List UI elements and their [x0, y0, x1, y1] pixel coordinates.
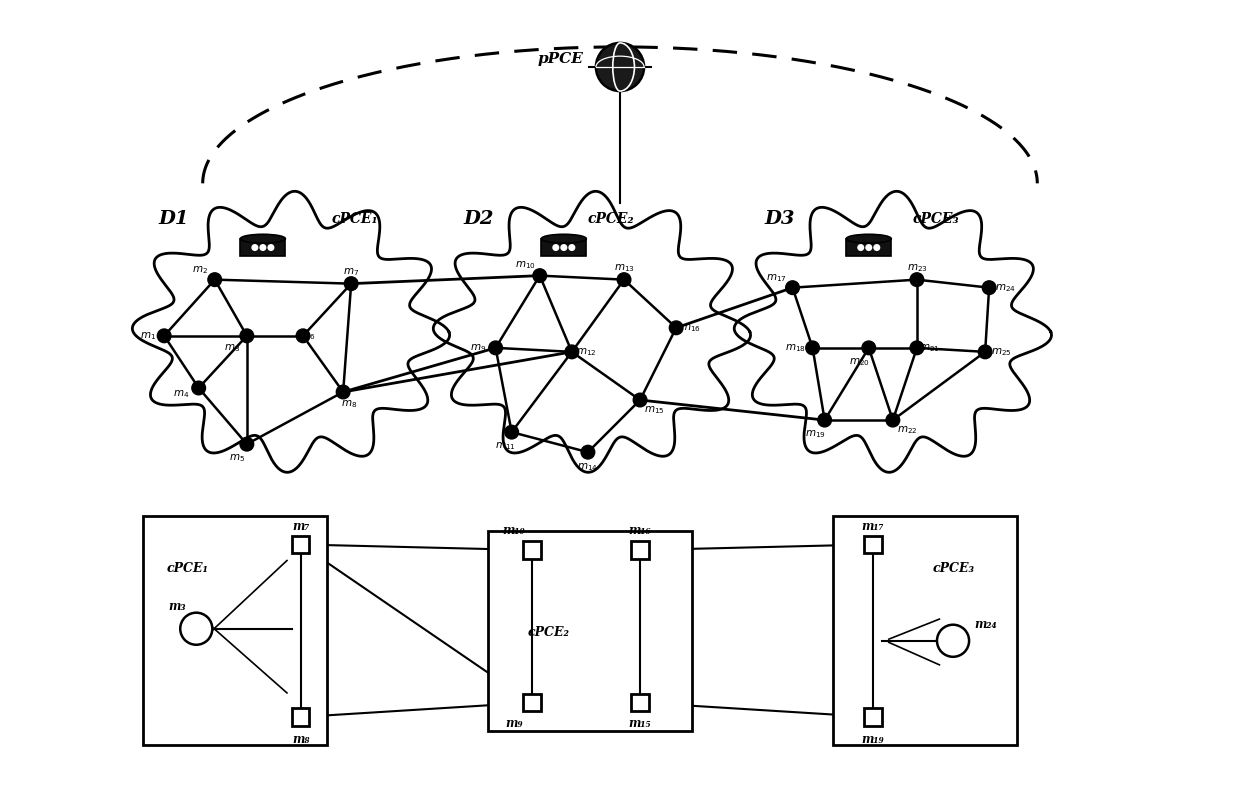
- Circle shape: [192, 381, 206, 394]
- Circle shape: [260, 245, 265, 250]
- Bar: [487, 531, 692, 732]
- Text: pPCE: pPCE: [538, 52, 584, 66]
- Circle shape: [336, 385, 350, 399]
- Text: $m_{17}$: $m_{17}$: [766, 272, 787, 284]
- Text: m₈: m₈: [291, 733, 309, 746]
- Circle shape: [241, 329, 254, 343]
- Circle shape: [910, 272, 924, 287]
- Text: $m_{2}$: $m_{2}$: [192, 264, 208, 276]
- Text: m₁₉: m₁₉: [862, 733, 884, 746]
- Bar: [847, 238, 892, 257]
- Circle shape: [786, 281, 800, 295]
- Text: $m_{1}$: $m_{1}$: [140, 330, 156, 341]
- Text: cPCE₁: cPCE₁: [331, 212, 378, 227]
- Circle shape: [618, 272, 631, 287]
- Circle shape: [982, 281, 996, 295]
- Bar: [864, 708, 882, 725]
- Bar: [631, 541, 649, 559]
- Text: $m_{25}$: $m_{25}$: [991, 346, 1012, 358]
- Circle shape: [806, 341, 820, 355]
- Circle shape: [241, 437, 254, 451]
- Circle shape: [489, 341, 502, 355]
- Text: $m_{10}$: $m_{10}$: [515, 259, 536, 271]
- Text: cPCE₂: cPCE₂: [528, 626, 569, 639]
- Circle shape: [634, 393, 647, 407]
- Bar: [241, 238, 285, 257]
- Circle shape: [862, 341, 875, 355]
- Text: m₁₅: m₁₅: [629, 717, 651, 730]
- Circle shape: [670, 321, 683, 334]
- Text: $m_{15}$: $m_{15}$: [644, 404, 665, 416]
- Bar: [833, 516, 1017, 745]
- Text: $m_{13}$: $m_{13}$: [614, 261, 635, 273]
- Circle shape: [565, 345, 579, 359]
- Text: $m_{5}$: $m_{5}$: [229, 453, 246, 464]
- Text: $m_{3}$: $m_{3}$: [224, 342, 241, 354]
- Text: $m_{12}$: $m_{12}$: [577, 346, 596, 358]
- Text: D3: D3: [764, 211, 795, 228]
- Text: $m_{14}$: $m_{14}$: [578, 461, 599, 473]
- Text: m₁₆: m₁₆: [629, 524, 651, 537]
- Text: m₇: m₇: [291, 520, 309, 532]
- Bar: [143, 516, 327, 745]
- Circle shape: [553, 245, 558, 250]
- Circle shape: [596, 43, 644, 91]
- Text: m₁₇: m₁₇: [862, 520, 884, 532]
- Circle shape: [252, 245, 258, 250]
- Bar: [291, 708, 310, 725]
- Text: cPCE₃: cPCE₃: [913, 212, 960, 227]
- Text: $m_{21}$: $m_{21}$: [919, 342, 940, 354]
- Text: D1: D1: [159, 211, 188, 228]
- Circle shape: [858, 245, 863, 250]
- Circle shape: [180, 613, 212, 645]
- Circle shape: [866, 245, 872, 250]
- Bar: [523, 541, 541, 559]
- Text: $m_{20}$: $m_{20}$: [848, 356, 869, 368]
- Bar: [631, 694, 649, 711]
- Text: cPCE₂: cPCE₂: [588, 212, 635, 227]
- Text: $m_{19}$: $m_{19}$: [805, 428, 826, 440]
- Circle shape: [887, 413, 900, 427]
- Circle shape: [937, 625, 970, 657]
- Circle shape: [345, 277, 358, 291]
- Text: $m_{8}$: $m_{8}$: [341, 398, 357, 410]
- Bar: [291, 535, 310, 554]
- Ellipse shape: [847, 234, 892, 243]
- Text: m₃: m₃: [169, 600, 186, 613]
- Ellipse shape: [542, 234, 587, 243]
- Text: $m_{22}$: $m_{22}$: [897, 424, 918, 436]
- Circle shape: [978, 345, 992, 359]
- Text: cPCE₃: cPCE₃: [932, 562, 975, 575]
- Text: m₉: m₉: [506, 717, 523, 730]
- Text: $m_{9}$: $m_{9}$: [470, 342, 486, 354]
- Text: $m_{4}$: $m_{4}$: [172, 389, 190, 400]
- Text: m₁₀: m₁₀: [502, 524, 526, 537]
- Circle shape: [157, 329, 171, 343]
- Bar: [523, 694, 541, 711]
- Circle shape: [208, 272, 222, 287]
- Text: D2: D2: [464, 211, 494, 228]
- Text: m₂₄: m₂₄: [975, 619, 997, 631]
- Circle shape: [505, 425, 518, 439]
- Text: $m_{16}$: $m_{16}$: [681, 322, 701, 333]
- Text: $m_{24}$: $m_{24}$: [994, 282, 1016, 294]
- Text: cPCE₁: cPCE₁: [166, 562, 208, 575]
- Circle shape: [569, 245, 574, 250]
- Circle shape: [533, 268, 547, 283]
- Circle shape: [296, 329, 310, 343]
- Text: $m_{23}$: $m_{23}$: [906, 261, 928, 273]
- Text: $m_{6}$: $m_{6}$: [299, 330, 315, 341]
- Text: $m_{7}$: $m_{7}$: [343, 265, 360, 277]
- Circle shape: [560, 245, 567, 250]
- Circle shape: [910, 341, 924, 355]
- Bar: [542, 238, 587, 257]
- Circle shape: [874, 245, 879, 250]
- Circle shape: [582, 445, 595, 459]
- Text: $m_{11}$: $m_{11}$: [495, 440, 516, 452]
- Circle shape: [268, 245, 274, 250]
- Circle shape: [818, 413, 832, 427]
- Bar: [864, 535, 882, 554]
- Ellipse shape: [241, 234, 285, 243]
- Text: $m_{18}$: $m_{18}$: [785, 342, 805, 354]
